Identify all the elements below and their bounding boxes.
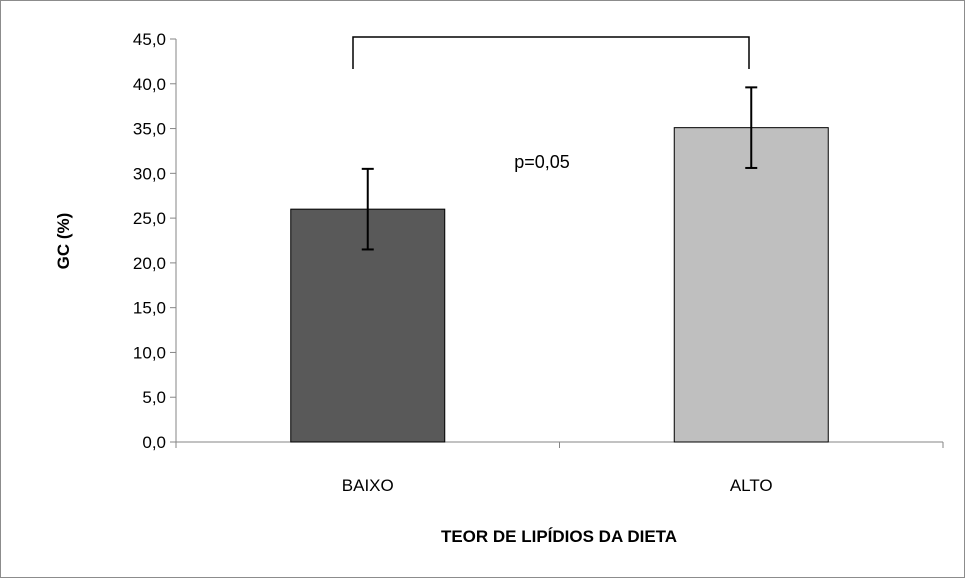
y-axis: 0,0 5,0 10,0 15,0 20,0 25,0 30,0 35,0 40,0 45,0 bbox=[133, 30, 176, 452]
y-tick-label: 30,0 bbox=[133, 164, 166, 183]
bar-alto bbox=[674, 128, 828, 442]
y-tick-label: 10,0 bbox=[133, 343, 166, 362]
x-tick-label: ALTO bbox=[730, 476, 773, 495]
y-tick-label: 45,0 bbox=[133, 30, 166, 49]
x-tick-label: BAIXO bbox=[342, 476, 394, 495]
y-tick-label: 20,0 bbox=[133, 254, 166, 273]
bars bbox=[291, 128, 829, 442]
y-tick-label: 5,0 bbox=[142, 388, 166, 407]
y-tick-label: 25,0 bbox=[133, 209, 166, 228]
y-tick-label: 35,0 bbox=[133, 120, 166, 139]
y-tick-label: 0,0 bbox=[142, 433, 166, 452]
significance-bracket bbox=[353, 37, 749, 69]
x-axis-title: TEOR DE LIPÍDIOS DA DIETA bbox=[441, 527, 677, 546]
y-tick-label: 40,0 bbox=[133, 75, 166, 94]
x-axis: BAIXO ALTO bbox=[176, 442, 943, 495]
y-axis-title: GC (%) bbox=[54, 213, 73, 270]
y-tick-label: 15,0 bbox=[133, 299, 166, 318]
p-value-label: p=0,05 bbox=[514, 152, 570, 172]
